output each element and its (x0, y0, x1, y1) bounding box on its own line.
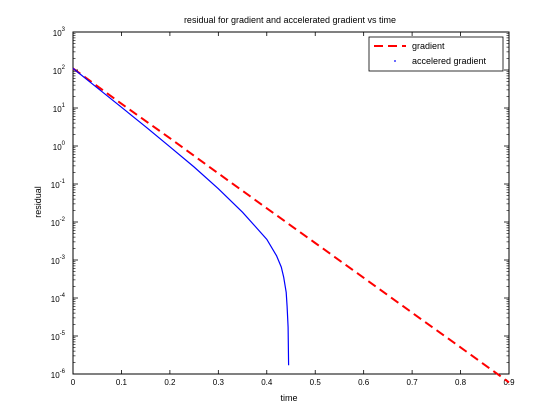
x-tick-label: 0.6 (358, 378, 370, 387)
y-tick-label: 102 (53, 65, 66, 76)
legend-label: accelered gradient (412, 56, 487, 66)
y-tick-label: 10-2 (51, 217, 66, 228)
axis-ticks: 0 0.1 0.2 0.3 0.4 0.5 0.6 0.7 0.8 0.910-610-510-4… (51, 27, 515, 387)
y-tick-label: 100 (53, 141, 66, 152)
y-axis-label: residual (33, 186, 43, 218)
y-tick-exponent: -3 (60, 255, 66, 261)
series-line-gradient (72, 67, 510, 384)
x-tick-label: 0.5 (310, 378, 322, 387)
series-layer (72, 67, 510, 384)
y-tick-base: 10 (53, 29, 62, 38)
legend: gradient accelered gradient (368, 36, 504, 72)
legend-swatch-accelerated-gradient (394, 60, 396, 62)
chart-title: residual for gradient and accelerated gr… (184, 15, 396, 25)
y-tick-exponent: 0 (62, 141, 66, 147)
x-tick-label: 0.4 (261, 378, 273, 387)
y-tick-base: 10 (51, 219, 60, 228)
x-axis-label: time (280, 393, 297, 403)
y-tick-base: 10 (51, 371, 60, 380)
legend-box (368, 36, 504, 72)
x-tick-label: 0.2 (164, 378, 176, 387)
x-tick-label: 0.7 (407, 378, 419, 387)
y-tick-exponent: -4 (60, 293, 66, 299)
y-tick-exponent: 1 (62, 103, 66, 109)
y-tick-base: 10 (51, 333, 60, 342)
y-tick-label: 10-5 (51, 331, 66, 342)
y-tick-exponent: -6 (60, 369, 66, 375)
y-tick-base: 10 (53, 67, 62, 76)
legend-label: gradient (412, 41, 445, 51)
y-tick-base: 10 (51, 257, 60, 266)
x-tick-label: 0.8 (455, 378, 467, 387)
x-tick-label: 0.1 (116, 378, 128, 387)
x-tick-label: 0.3 (213, 378, 225, 387)
y-tick-exponent: 3 (62, 27, 66, 33)
y-tick-exponent: -1 (60, 179, 66, 185)
y-tick-label: 10-1 (51, 179, 66, 190)
y-tick-exponent: 2 (62, 65, 66, 71)
plot-area (72, 31, 510, 375)
y-tick-base: 10 (51, 181, 60, 190)
x-tick-label: 0 (71, 378, 76, 387)
series-line-accelerated-gradient (72, 67, 290, 366)
y-tick-label: 101 (53, 103, 66, 114)
y-tick-exponent: -2 (60, 217, 66, 223)
x-tick-label: 0.9 (503, 378, 515, 387)
y-tick-base: 10 (51, 295, 60, 304)
y-tick-exponent: -5 (60, 331, 66, 337)
y-tick-label: 10-3 (51, 255, 66, 266)
y-tick-label: 10-6 (51, 369, 66, 380)
y-tick-label: 10-4 (51, 293, 66, 304)
y-tick-label: 103 (53, 27, 66, 38)
y-tick-base: 10 (53, 105, 62, 114)
y-tick-base: 10 (53, 143, 62, 152)
